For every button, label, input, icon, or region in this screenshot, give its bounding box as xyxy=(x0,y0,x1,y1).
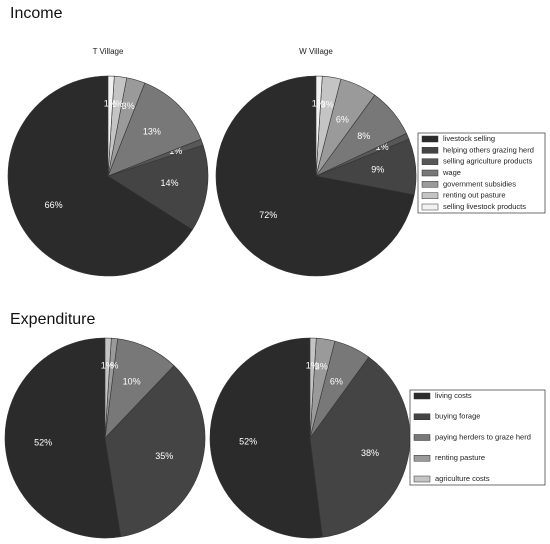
section-title: Income xyxy=(10,5,63,22)
pie-slice xyxy=(215,75,415,277)
legend-swatch xyxy=(421,158,439,165)
legend-swatch xyxy=(421,181,439,188)
pie-slice xyxy=(4,337,122,539)
slice-label: 6% xyxy=(336,114,349,124)
slice-label: 3% xyxy=(122,101,135,111)
slice-label: 13% xyxy=(143,127,161,137)
pie-subtitle: W Village xyxy=(299,47,333,56)
slice-label: 2% xyxy=(111,99,124,109)
pie-slice xyxy=(107,144,209,230)
pie-slice xyxy=(315,75,323,177)
pie-slice xyxy=(309,337,317,439)
legend-label: agriculture costs xyxy=(435,474,490,483)
legend-swatch xyxy=(421,203,439,211)
legend-swatch xyxy=(413,392,431,400)
slice-label: 3% xyxy=(321,99,334,109)
legend-label: helping others grazing herd xyxy=(443,145,534,154)
pie-slice xyxy=(209,337,323,539)
legend-swatch xyxy=(421,169,439,177)
slice-label: 1% xyxy=(312,98,325,108)
legend-swatch xyxy=(421,135,439,143)
legend-label: renting out pasture xyxy=(443,191,506,200)
slice-label: 35% xyxy=(155,451,173,461)
slice-label: 52% xyxy=(34,437,52,447)
slice-label: 10% xyxy=(123,376,141,386)
pie-slice xyxy=(107,75,115,177)
legend-box xyxy=(417,132,546,214)
slice-label: 1% xyxy=(376,142,389,152)
legend-label: selling livestock products xyxy=(443,202,526,211)
legend-label: paying herders to graze herd xyxy=(435,432,531,441)
legend-swatch xyxy=(413,475,431,483)
section-title: Expenditure xyxy=(10,311,95,328)
pie-slice xyxy=(104,365,206,538)
legend-swatch xyxy=(413,413,431,420)
legend-label: selling agriculture products xyxy=(443,157,532,166)
legend-label: livestock selling xyxy=(443,134,495,143)
legend-label: living costs xyxy=(435,391,472,400)
slice-label: 6% xyxy=(330,376,343,386)
slice-label: 1% xyxy=(169,146,182,156)
slice-label: 1% xyxy=(105,361,118,371)
pie-slice xyxy=(107,82,202,177)
slice-label: 1% xyxy=(306,360,319,370)
slice-label: 66% xyxy=(45,200,63,210)
legend-swatch xyxy=(413,434,431,441)
pie-slice xyxy=(104,337,112,439)
pie-slice xyxy=(309,356,411,538)
legend-label: government subsidies xyxy=(443,179,516,188)
slice-label: 52% xyxy=(239,436,257,446)
slice-label: 72% xyxy=(259,210,277,220)
slice-label: 9% xyxy=(371,165,384,175)
slice-label: 1% xyxy=(101,360,114,370)
slice-label: 1% xyxy=(104,98,117,108)
legend-label: renting pasture xyxy=(435,453,485,462)
legend-swatch xyxy=(413,455,431,462)
legend-swatch xyxy=(421,147,439,154)
legend-box xyxy=(409,389,546,486)
legend-label: wage xyxy=(442,168,461,177)
slice-label: 8% xyxy=(357,131,370,141)
legend-label: buying forage xyxy=(435,412,480,421)
pie-slice xyxy=(7,75,193,277)
pie-subtitle: T Village xyxy=(93,47,124,56)
slice-label: 14% xyxy=(161,178,179,188)
slice-label: 3% xyxy=(315,361,328,371)
slice-label: 38% xyxy=(361,448,379,458)
legend-swatch xyxy=(421,192,439,199)
